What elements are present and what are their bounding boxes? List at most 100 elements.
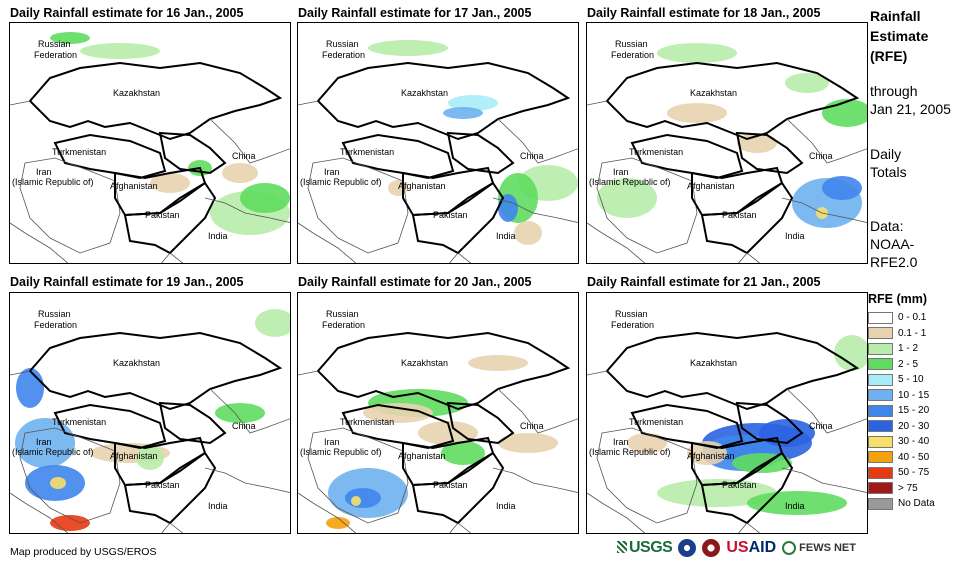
rainfall-map: Russian Federation Kazakhstan Turkmenistan I… xyxy=(297,292,579,534)
rainfall-area xyxy=(667,103,727,123)
country-label: India xyxy=(208,231,228,241)
legend-swatch xyxy=(868,435,893,448)
country-label: China xyxy=(809,421,833,431)
country-label: Iran xyxy=(324,167,340,177)
legend-label: 15 - 20 xyxy=(898,405,930,417)
coastE-border xyxy=(738,252,761,263)
afghanistan-border xyxy=(402,166,495,217)
central-border xyxy=(158,401,227,445)
country-label: Iran xyxy=(36,167,52,177)
indiaEdge-border xyxy=(492,467,578,493)
country-label: Iran xyxy=(613,437,629,447)
country-label: India xyxy=(496,501,516,511)
legend-swatch xyxy=(868,451,893,464)
country-label: India xyxy=(496,231,516,241)
chinaEdge-border xyxy=(786,388,867,434)
rainfall-area xyxy=(50,32,90,44)
rainfall-map-svg: RussianFederationKazakhstanTurkmenistanI… xyxy=(298,309,578,533)
indiaEdge-border xyxy=(204,467,290,493)
legend-label: No Data xyxy=(898,498,935,510)
rainfall-area xyxy=(834,335,867,371)
coastW-border xyxy=(587,492,646,533)
russiaEdge-border xyxy=(10,100,31,106)
rainfall-area xyxy=(15,418,75,468)
country-label: Federation xyxy=(611,50,654,60)
legend-item: 1 - 2 xyxy=(868,341,935,357)
map-series-title: Rainfall Estimate (RFE) xyxy=(870,8,929,64)
rainfall-area xyxy=(255,309,290,337)
chinaEdge-border xyxy=(209,118,290,164)
country-label: Afghanistan xyxy=(687,451,735,461)
data-source: Data: NOAA- RFE2.0 xyxy=(870,218,918,270)
logo-strip: USGS USAID FEWS NET xyxy=(617,539,856,557)
chinaEdge-border xyxy=(209,388,290,434)
iran-border xyxy=(596,157,698,254)
totals-note: Daily Totals xyxy=(870,146,907,180)
country-label: (Islamic Republic of) xyxy=(589,447,671,457)
rainfall-area xyxy=(50,477,66,489)
legend-swatch xyxy=(868,389,893,402)
legend-swatch xyxy=(868,420,893,433)
country-label: Kazakhstan xyxy=(401,358,448,368)
legend-swatch xyxy=(868,482,893,495)
country-label: Turkmenistan xyxy=(340,417,394,427)
legend-swatch xyxy=(868,358,893,371)
rainfall-map: Russian Federation Kazakhstan Turkmenistan I… xyxy=(9,292,291,534)
country-label: Turkmenistan xyxy=(52,147,106,157)
rainfall-area xyxy=(150,173,190,193)
country-label: Turkmenistan xyxy=(52,417,106,427)
country-label: China xyxy=(809,151,833,161)
chinaEdge-border xyxy=(497,118,578,164)
kazakhstan-border xyxy=(605,331,860,411)
chinaEdge-border xyxy=(497,388,578,434)
country-label: India xyxy=(785,501,805,511)
iran-border xyxy=(307,427,409,524)
rainfall-area xyxy=(657,479,777,507)
rainfall-area xyxy=(345,488,381,508)
country-label: Russian xyxy=(326,309,359,319)
panel-title: Daily Rainfall estimate for 16 Jan., 200… xyxy=(10,6,244,20)
country-label: China xyxy=(232,151,256,161)
kazakhstan-border xyxy=(316,61,571,141)
legend-swatch xyxy=(868,373,893,386)
chinaEdge-border xyxy=(786,118,867,164)
afghanistan-border xyxy=(402,436,495,487)
country-label: Pakistan xyxy=(433,480,468,490)
legend-item: 2 - 5 xyxy=(868,357,935,373)
rainfall-area xyxy=(363,403,433,423)
country-label: Kazakhstan xyxy=(690,358,737,368)
rainfall-area xyxy=(368,40,448,56)
legend-item: 30 - 40 xyxy=(868,434,935,450)
legend-label: > 75 xyxy=(898,482,918,494)
rainfall-map-svg: RussianFederationKazakhstanTurkmenistanI… xyxy=(587,309,867,533)
legend: RFE (mm) 0 - 0.1 0.1 - 1 1 - 2 2 - 5 5 - 10 1… xyxy=(868,292,935,512)
pakistan-border xyxy=(411,451,505,525)
country-label: Pakistan xyxy=(145,210,180,220)
country-label: (Islamic Republic of) xyxy=(12,177,94,187)
rainfall-area xyxy=(240,183,290,213)
coastW-border xyxy=(10,222,69,263)
country-label: (Islamic Republic of) xyxy=(589,177,671,187)
legend-item: No Data xyxy=(868,496,935,512)
pakistan-border xyxy=(123,451,217,525)
rainfall-map-svg: RussianFederationKazakhstanTurkmenistanI… xyxy=(10,32,290,263)
legend-swatch xyxy=(868,327,893,340)
country-label: Turkmenistan xyxy=(340,147,394,157)
legend-label: 1 - 2 xyxy=(898,343,919,355)
legend-label: 40 - 50 xyxy=(898,451,930,463)
country-label: Federation xyxy=(34,320,77,330)
country-label: Afghanistan xyxy=(110,451,158,461)
rainfall-map-svg: RussianFederationKazakhstanTurkmenistanI… xyxy=(10,309,290,533)
legend-item: 5 - 10 xyxy=(868,372,935,388)
country-label: Iran xyxy=(613,167,629,177)
country-label: Federation xyxy=(34,50,77,60)
rainfall-area xyxy=(732,453,792,473)
central-border xyxy=(446,131,515,175)
country-label: China xyxy=(520,151,544,161)
country-label: (Islamic Republic of) xyxy=(12,447,94,457)
legend-label: 0.1 - 1 xyxy=(898,327,927,339)
russiaEdge-border xyxy=(298,370,319,376)
country-label: Afghanistan xyxy=(110,181,158,191)
legend-label: 2 - 5 xyxy=(898,358,919,370)
country-label: India xyxy=(208,501,228,511)
